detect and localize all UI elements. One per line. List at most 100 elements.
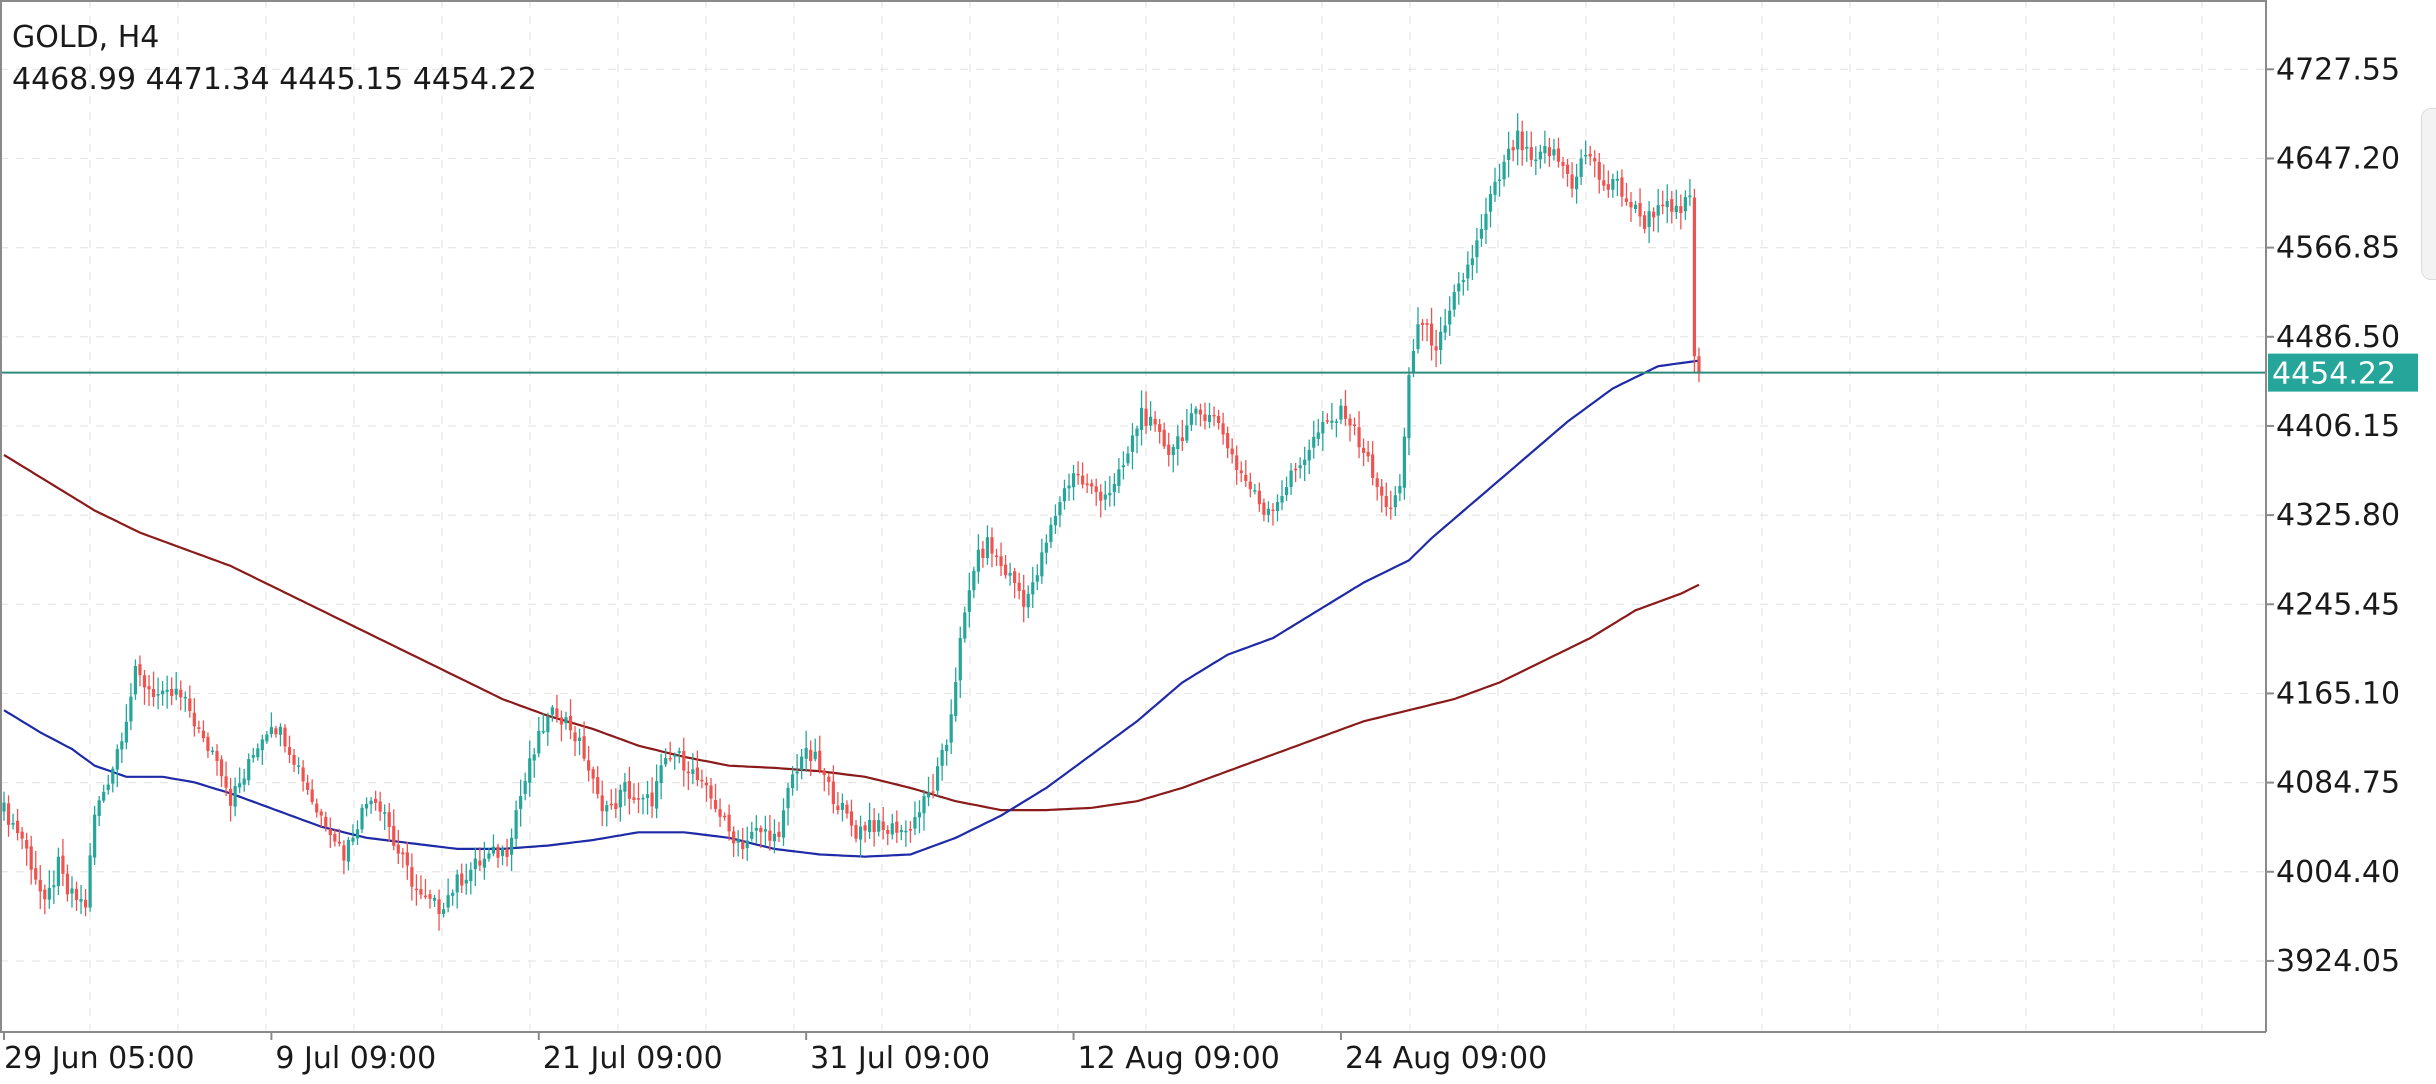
- candle-body-bullish: [491, 846, 496, 854]
- candle-body-bearish: [777, 831, 781, 837]
- candle-body-bullish: [1044, 542, 1048, 553]
- candle-body-bullish: [1525, 146, 1529, 149]
- candle-body-bearish: [1692, 197, 1697, 357]
- candle-body-bearish: [831, 781, 835, 805]
- candle-body-bearish: [83, 899, 88, 908]
- candle-body-bullish: [442, 909, 446, 915]
- x-axis-tick-label: 24 Aug 09:00: [1345, 1041, 1547, 1076]
- y-axis-tick-label: 4486.50: [2276, 320, 2400, 355]
- current-price-label: 4454.22: [2268, 353, 2418, 392]
- candle-body-bullish: [1275, 502, 1280, 511]
- candle-body-bullish: [469, 869, 473, 882]
- candle-body-bearish: [1325, 420, 1329, 422]
- candle-body-bearish: [396, 844, 400, 854]
- candle-body-bullish: [645, 794, 650, 798]
- y-axis-tick-label: 4325.80: [2276, 498, 2400, 533]
- candle-body-bullish: [736, 839, 740, 843]
- candle-body-bearish: [1230, 448, 1234, 455]
- candle-body-bullish: [1683, 197, 1687, 212]
- y-axis-tick-label: 4245.45: [2276, 587, 2400, 622]
- candle-body-bearish: [999, 556, 1003, 567]
- candle-body-bearish: [1593, 157, 1597, 162]
- candle-body-bullish: [383, 812, 387, 814]
- candle-body-bearish: [1162, 429, 1166, 447]
- candle-body-bearish: [179, 689, 183, 698]
- candle-body-bullish: [945, 744, 949, 752]
- candle-body-bearish: [908, 829, 912, 831]
- candle-body-bearish: [301, 767, 305, 782]
- candle-body-bearish: [138, 664, 142, 676]
- candle-body-bullish: [1615, 178, 1619, 181]
- candle-body-bearish: [1661, 204, 1665, 207]
- candle-body-bearish: [1257, 490, 1261, 505]
- candle-body-bearish: [1180, 437, 1184, 442]
- candle-body-bearish: [6, 803, 11, 825]
- candle-body-bearish: [1167, 444, 1171, 455]
- candle-body-bullish: [655, 781, 659, 809]
- candle-body-bullish: [623, 782, 627, 792]
- candle-body-bearish: [596, 777, 600, 795]
- candle-body-bearish: [822, 770, 826, 776]
- candle-body-bearish: [1629, 201, 1633, 208]
- candle-body-bearish: [768, 830, 772, 841]
- candle-body-bullish: [464, 879, 468, 884]
- candle-body-bullish: [1411, 350, 1416, 374]
- candle-body-bullish: [618, 789, 622, 808]
- candle-body-bearish: [142, 675, 147, 688]
- candle-body-bullish: [532, 754, 536, 761]
- candle-body-bearish: [1357, 427, 1361, 448]
- candle-body-bullish: [976, 549, 980, 572]
- candle-body-bullish: [813, 751, 817, 760]
- candle-body-bearish: [863, 825, 867, 831]
- candle-body-bullish: [577, 737, 582, 741]
- candle-body-bullish: [1633, 204, 1638, 209]
- candle-body-bearish: [414, 888, 419, 891]
- candle-body-bearish: [188, 698, 192, 712]
- candle-body-bearish: [872, 820, 876, 833]
- candle-body-bullish: [659, 765, 663, 784]
- candle-body-bullish: [1538, 151, 1542, 160]
- candle-body-bearish: [478, 860, 482, 866]
- candle-body-bearish: [759, 827, 763, 833]
- candle-body-bullish: [124, 721, 128, 743]
- x-axis-tick-label: 9 Jul 09:00: [275, 1041, 436, 1076]
- candle-body-bearish: [274, 728, 278, 735]
- candle-body-bearish: [632, 797, 636, 801]
- candle-body-bullish: [1049, 524, 1053, 543]
- candle-body-bearish: [197, 727, 201, 729]
- candle-body-bearish: [337, 841, 341, 844]
- candle-body-bearish: [1556, 148, 1561, 162]
- candle-body-bearish: [627, 781, 632, 799]
- side-panel-handle[interactable]: [2421, 108, 2436, 280]
- candle-body-bearish: [333, 834, 337, 842]
- candle-body-bullish: [1112, 483, 1116, 493]
- candle-body-bullish: [1516, 130, 1520, 150]
- candle-body-bullish: [1298, 465, 1302, 469]
- y-axis-tick-label: 3924.05: [2276, 944, 2400, 979]
- candle-body-bearish: [1248, 481, 1252, 490]
- candle-body-bullish: [129, 696, 133, 722]
- candle-body-bullish: [972, 570, 976, 591]
- candle-body-bullish: [351, 837, 355, 842]
- candle-body-bullish: [1289, 470, 1293, 487]
- candle-body-bearish: [1099, 491, 1103, 501]
- candle-body-bearish: [1216, 415, 1221, 424]
- candle-body-bearish: [292, 754, 296, 765]
- candle-body-bearish: [1375, 478, 1379, 488]
- candle-body-bearish: [682, 750, 686, 771]
- candle-body-bearish: [1679, 206, 1683, 213]
- candle-body-bullish: [926, 792, 931, 798]
- candle-body-bullish: [1139, 407, 1144, 430]
- candle-body-bullish: [954, 682, 958, 716]
- candle-body-bearish: [374, 798, 378, 803]
- candle-body-bullish: [1339, 405, 1343, 420]
- candle-body-bullish: [256, 748, 260, 758]
- candle-body-bullish: [514, 810, 518, 839]
- candle-body-bearish: [1547, 147, 1552, 157]
- candle-body-bullish: [1031, 582, 1035, 595]
- candle-body-bearish: [34, 868, 38, 880]
- candle-body-bullish: [161, 690, 165, 695]
- candle-body-bullish: [210, 750, 215, 753]
